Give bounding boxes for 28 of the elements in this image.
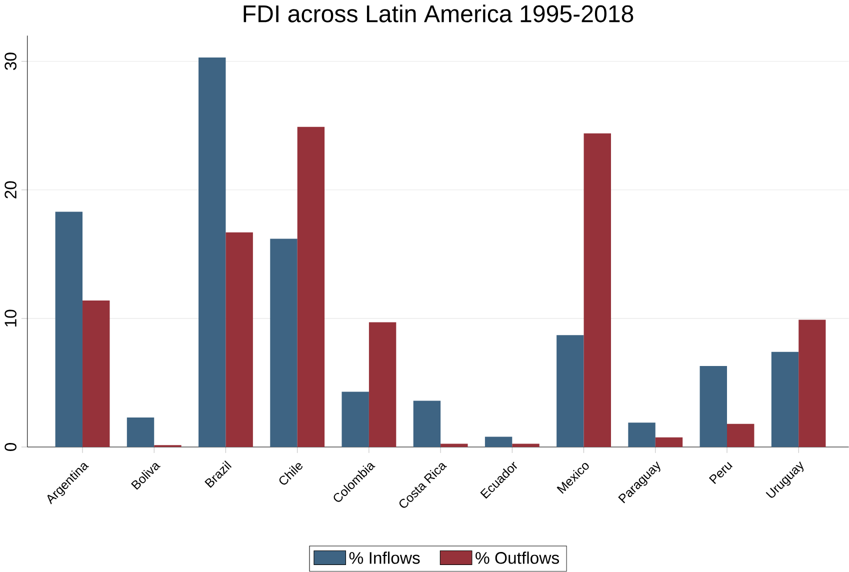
chart-title: FDI across Latin America 1995-2018 [244,4,634,22]
bar [556,335,584,448]
bar [270,238,298,448]
bar [700,366,727,448]
legend-label: % Outflows [476,552,560,564]
bar [198,58,226,448]
legend-label: % Inflows [349,552,420,564]
bar [413,400,441,448]
bar [368,322,396,448]
bar [771,352,799,448]
bar [342,392,369,448]
bar [440,444,468,448]
y-tick-label: 20 [4,181,16,199]
bar [628,422,656,448]
y-tick-label: 30 [4,52,16,70]
y-tick-label: 0 [4,443,16,452]
bar [655,438,683,448]
bar [484,436,512,448]
y-tick-label: 10 [4,310,16,327]
bar [798,320,826,448]
bar [55,212,83,448]
bar [584,133,611,448]
bar [82,300,110,448]
bar [226,232,253,448]
bar [512,444,540,448]
bar [297,127,325,448]
bar [126,418,154,448]
bar [727,424,754,448]
